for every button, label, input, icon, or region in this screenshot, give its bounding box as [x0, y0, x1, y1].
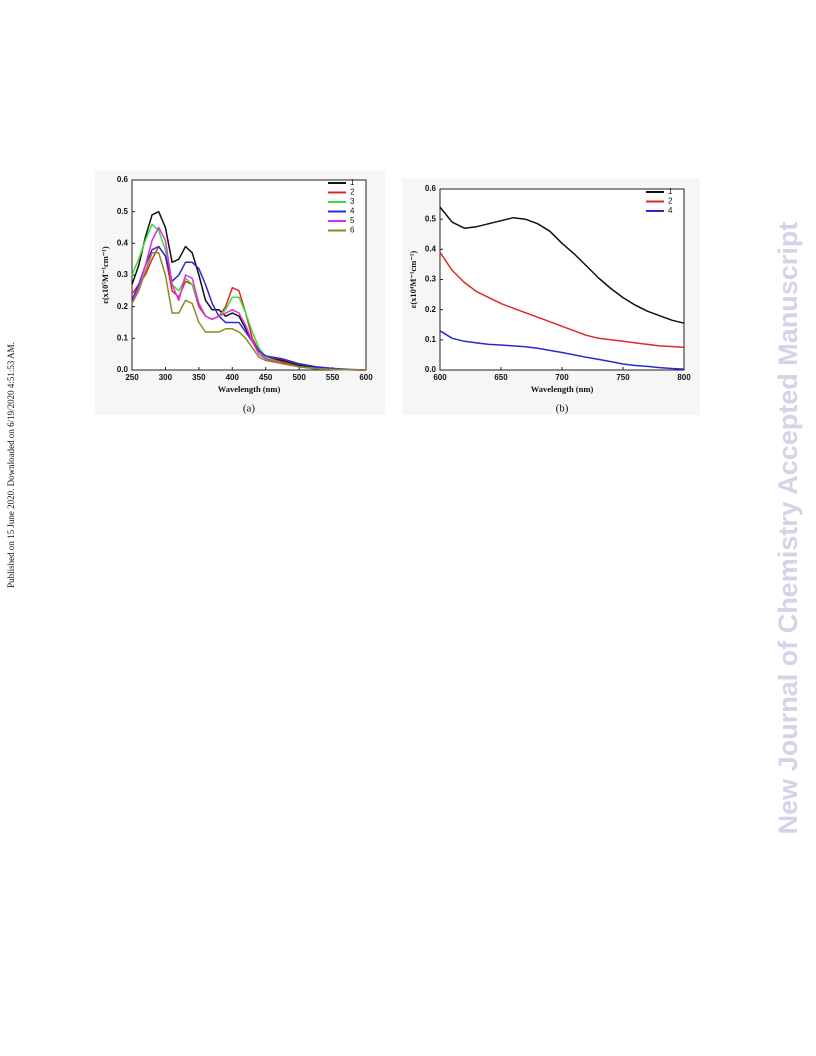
x-tick-label: 600 [433, 373, 447, 382]
series-line [439, 251, 685, 349]
y-tick-label: 0.2 [117, 302, 129, 311]
y-tick-label: 0.6 [425, 184, 437, 193]
caption: (b) [556, 403, 569, 415]
y-tick-label: 0.3 [117, 270, 129, 279]
series-line [131, 210, 367, 371]
x-tick-label: 800 [677, 373, 691, 382]
y-tick-label: 0.0 [117, 365, 129, 374]
x-axis-label: Wavelength (nm) [218, 384, 281, 394]
x-tick-label: 700 [555, 373, 569, 382]
x-tick-label: 600 [359, 373, 373, 382]
x-axis-label: Wavelength (nm) [531, 384, 594, 394]
series-line [439, 206, 685, 324]
legend-label: 1 [668, 187, 673, 196]
y-axis-label: ε(x10⁴M⁻¹cm⁻¹) [408, 251, 418, 309]
x-tick-label: 550 [326, 373, 340, 382]
caption: (a) [243, 403, 256, 415]
legend-label: 1 [350, 178, 355, 187]
watermark: New Journal of Chemistry Accepted Manusc… [773, 222, 803, 835]
x-tick-label: 650 [494, 373, 508, 382]
x-tick-label: 300 [159, 373, 173, 382]
x-tick-label: 250 [125, 373, 139, 382]
y-tick-label: 0.5 [117, 207, 129, 216]
legend-label: 6 [350, 226, 355, 235]
legend-label: 5 [350, 216, 355, 225]
y-tick-label: 0.4 [117, 238, 129, 247]
y-tick-label: 0.3 [425, 275, 437, 284]
y-tick-label: 0.5 [425, 214, 437, 223]
y-tick-label: 0.1 [425, 335, 437, 344]
y-tick-label: 0.1 [117, 333, 129, 342]
y-tick-label: 0.6 [117, 175, 129, 184]
y-axis-label: ε(x10⁵M⁻¹cm⁻¹) [100, 246, 110, 304]
plot-frame [131, 179, 367, 371]
x-tick-label: 500 [292, 373, 306, 382]
legend-label: 4 [350, 207, 355, 216]
x-tick-label: 750 [616, 373, 630, 382]
plot-frame [439, 188, 685, 371]
x-tick-label: 400 [226, 373, 240, 382]
series-line [439, 330, 685, 370]
legend-label: 2 [350, 188, 355, 197]
legend-label: 2 [668, 197, 673, 206]
y-tick-label: 0.2 [425, 305, 437, 314]
y-tick-label: 0.4 [425, 244, 437, 253]
x-tick-label: 450 [259, 373, 273, 382]
x-tick-label: 350 [192, 373, 206, 382]
y-tick-label: 0.0 [425, 365, 437, 374]
legend-label: 3 [350, 197, 355, 206]
series-line [131, 252, 367, 371]
side-note: Published on 15 June 2020. Downloaded on… [6, 342, 16, 588]
legend-label: 4 [668, 206, 673, 215]
